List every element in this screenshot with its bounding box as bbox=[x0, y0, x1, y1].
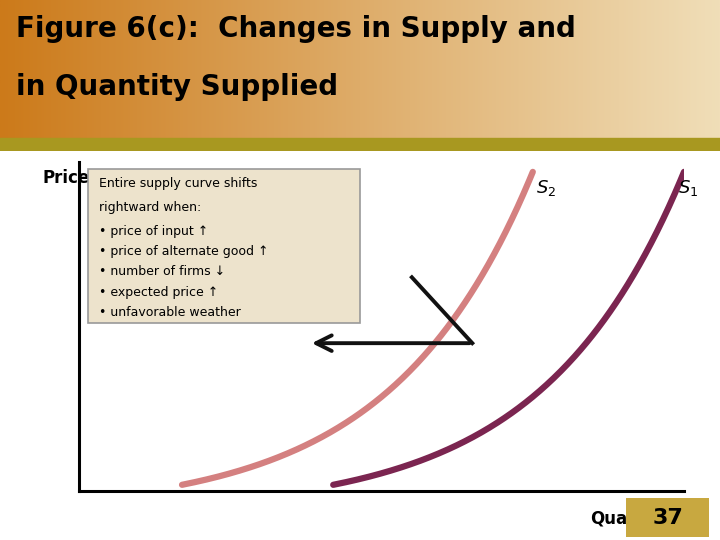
Text: • number of firms ↓: • number of firms ↓ bbox=[99, 266, 225, 279]
FancyBboxPatch shape bbox=[89, 168, 361, 323]
Text: • price of input ↑: • price of input ↑ bbox=[99, 225, 208, 238]
Text: • unfavorable weather: • unfavorable weather bbox=[99, 306, 241, 319]
Text: rightward when:: rightward when: bbox=[99, 200, 202, 213]
Text: • expected price ↑: • expected price ↑ bbox=[99, 286, 218, 299]
Text: Quantity: Quantity bbox=[590, 510, 672, 528]
Text: 37: 37 bbox=[652, 508, 683, 528]
Text: • price of alternate good ↑: • price of alternate good ↑ bbox=[99, 245, 269, 258]
Text: Price: Price bbox=[43, 168, 90, 187]
Text: $S_1$: $S_1$ bbox=[678, 178, 698, 199]
Bar bbox=[0, 138, 720, 151]
Text: Figure 6(c):  Changes in Supply and: Figure 6(c): Changes in Supply and bbox=[16, 15, 576, 43]
Text: Entire supply curve shifts: Entire supply curve shifts bbox=[99, 177, 258, 190]
Text: $S_2$: $S_2$ bbox=[536, 178, 556, 199]
Text: in Quantity Supplied: in Quantity Supplied bbox=[16, 72, 338, 100]
